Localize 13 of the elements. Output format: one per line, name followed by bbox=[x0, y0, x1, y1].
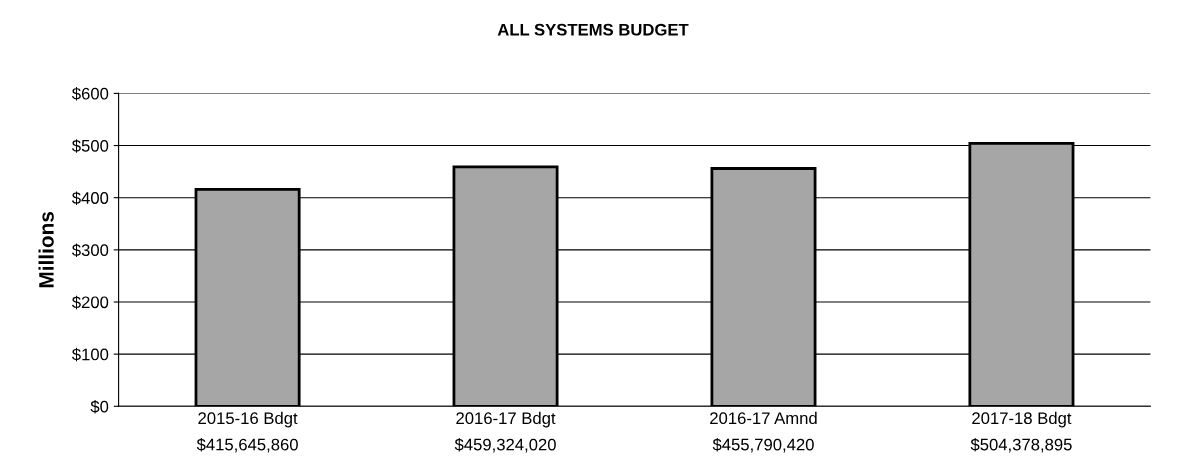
y-tick-label: $300 bbox=[71, 243, 109, 258]
x-tick-label: 2016-17 Amnd $455,790,420 bbox=[710, 411, 817, 453]
y-tick-label: $400 bbox=[71, 191, 109, 205]
y-axis-title: Millions bbox=[38, 211, 54, 288]
x-tick-label: 2015-16 Bdgt $415,645,860 bbox=[196, 411, 298, 453]
y-tick-label: $0 bbox=[90, 399, 109, 414]
x-tick-label: 2016-17 Bdgt $459,324,020 bbox=[454, 411, 556, 453]
y-tick-label: $200 bbox=[71, 295, 109, 310]
x-tick-label: 2017-18 Bdgt $504,378,895 bbox=[970, 411, 1072, 453]
y-tick-label: $100 bbox=[71, 347, 109, 362]
y-tick-label: $500 bbox=[71, 139, 109, 153]
chart-title: ALL SYSTEMS BUDGET bbox=[497, 23, 689, 36]
y-tick-label: $600 bbox=[71, 87, 109, 101]
